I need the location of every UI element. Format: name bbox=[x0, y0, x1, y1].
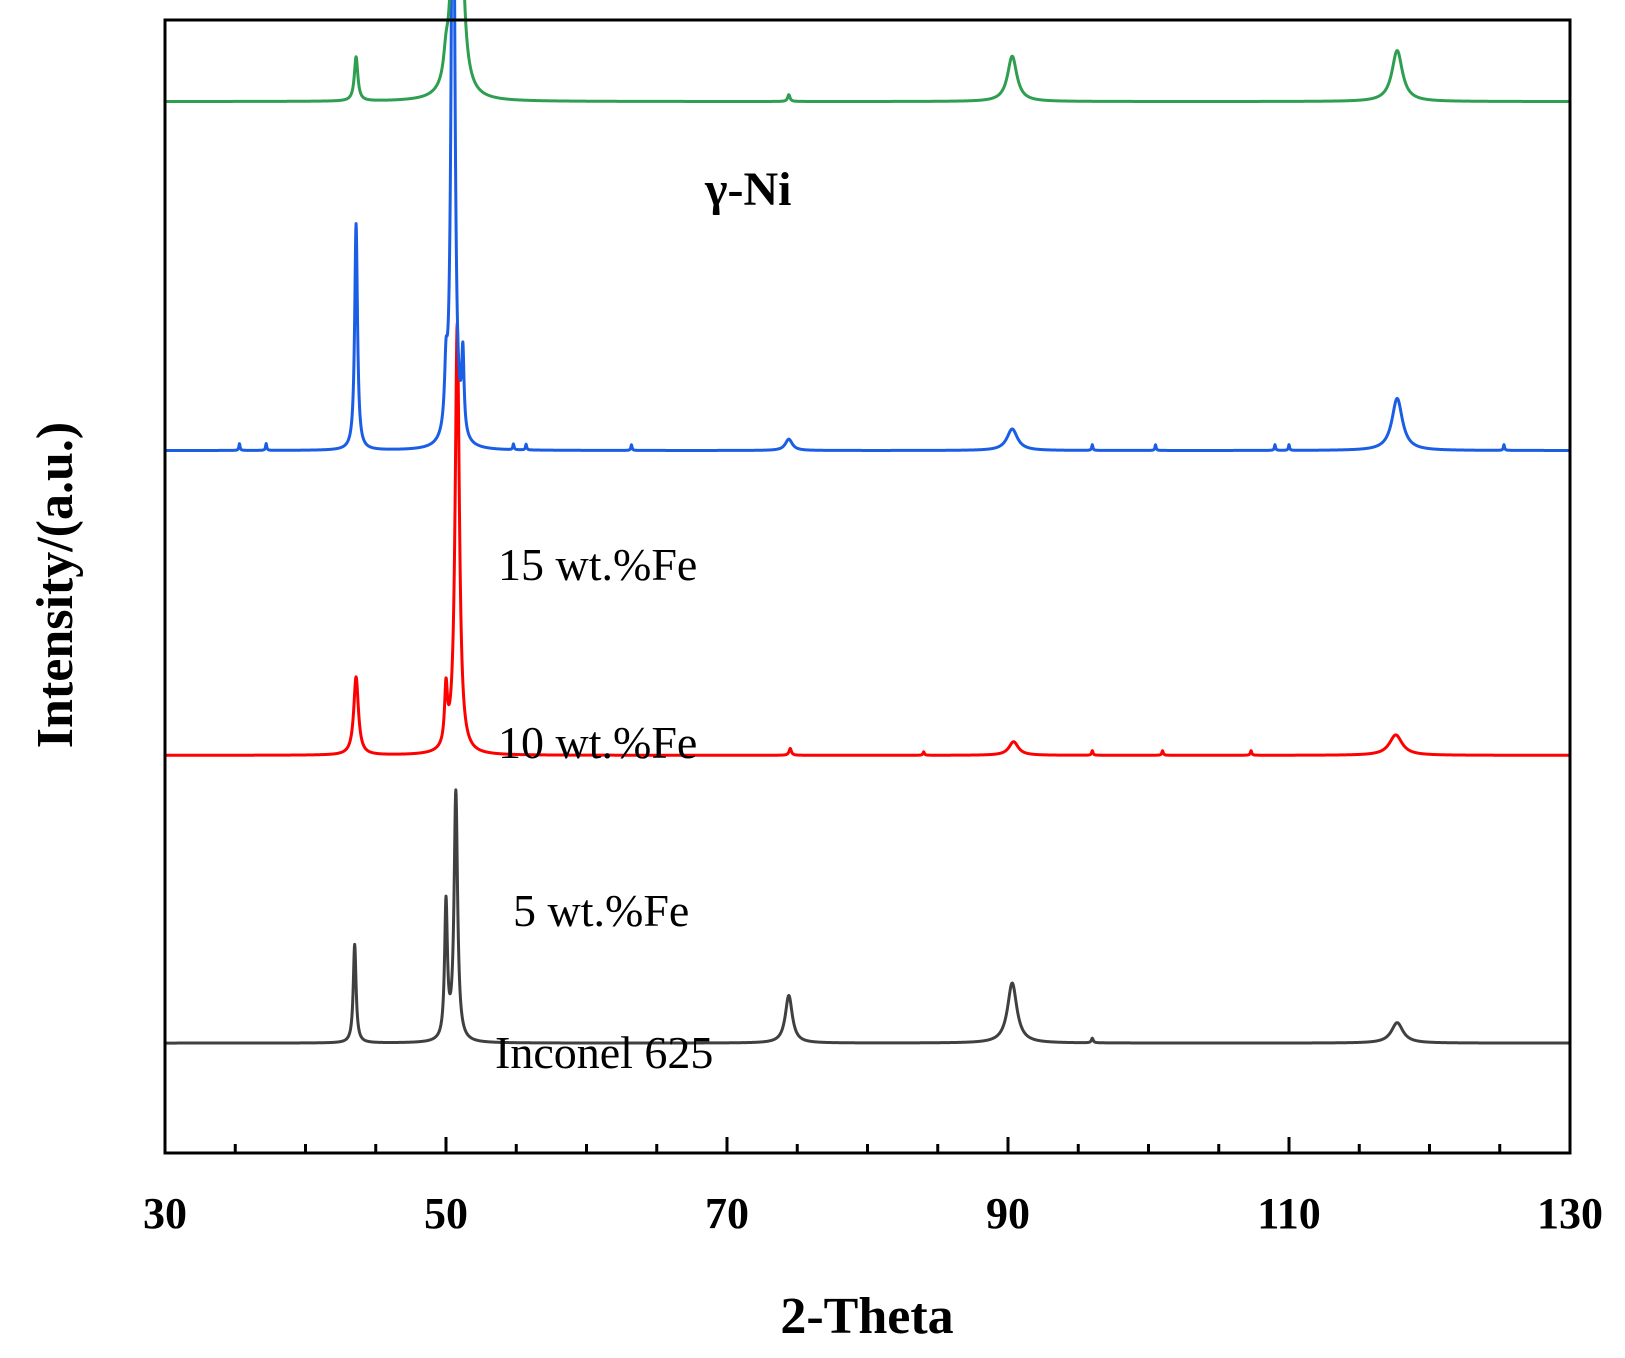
series-line-15-wt-fe bbox=[163, 0, 1572, 103]
x-tick-label-70: 70 bbox=[705, 1189, 749, 1238]
annotation-gamma-ni: γ-Ni bbox=[704, 163, 791, 216]
x-tick-label-50: 50 bbox=[424, 1189, 468, 1238]
x-tick-label-130: 130 bbox=[1537, 1189, 1603, 1238]
x-tick-label-110: 110 bbox=[1257, 1189, 1321, 1238]
y-axis-title: Intensity/(a.u.) bbox=[27, 422, 84, 748]
series-layer bbox=[163, 0, 1572, 1045]
series-line-10-wt-fe bbox=[163, 0, 1572, 452]
x-axis-title: 2-Theta bbox=[780, 1288, 953, 1345]
series-label-10wt-fe: 10 wt.%Fe bbox=[498, 717, 697, 768]
x-tick-label-90: 90 bbox=[986, 1189, 1030, 1238]
series-label-5wt-fe: 5 wt.%Fe bbox=[513, 885, 689, 936]
series-line-5-wt-fe bbox=[163, 321, 1572, 757]
series-line-inconel-625 bbox=[163, 788, 1572, 1045]
x-tick-label-30: 30 bbox=[143, 1189, 187, 1238]
series-label-inconel-625: Inconel 625 bbox=[495, 1027, 713, 1078]
series-label-15wt-fe: 15 wt.%Fe bbox=[498, 539, 697, 590]
x-axis-ticks: 30 50 70 90 110 130 bbox=[143, 1137, 1603, 1238]
plot-frame bbox=[163, 18, 1572, 1155]
